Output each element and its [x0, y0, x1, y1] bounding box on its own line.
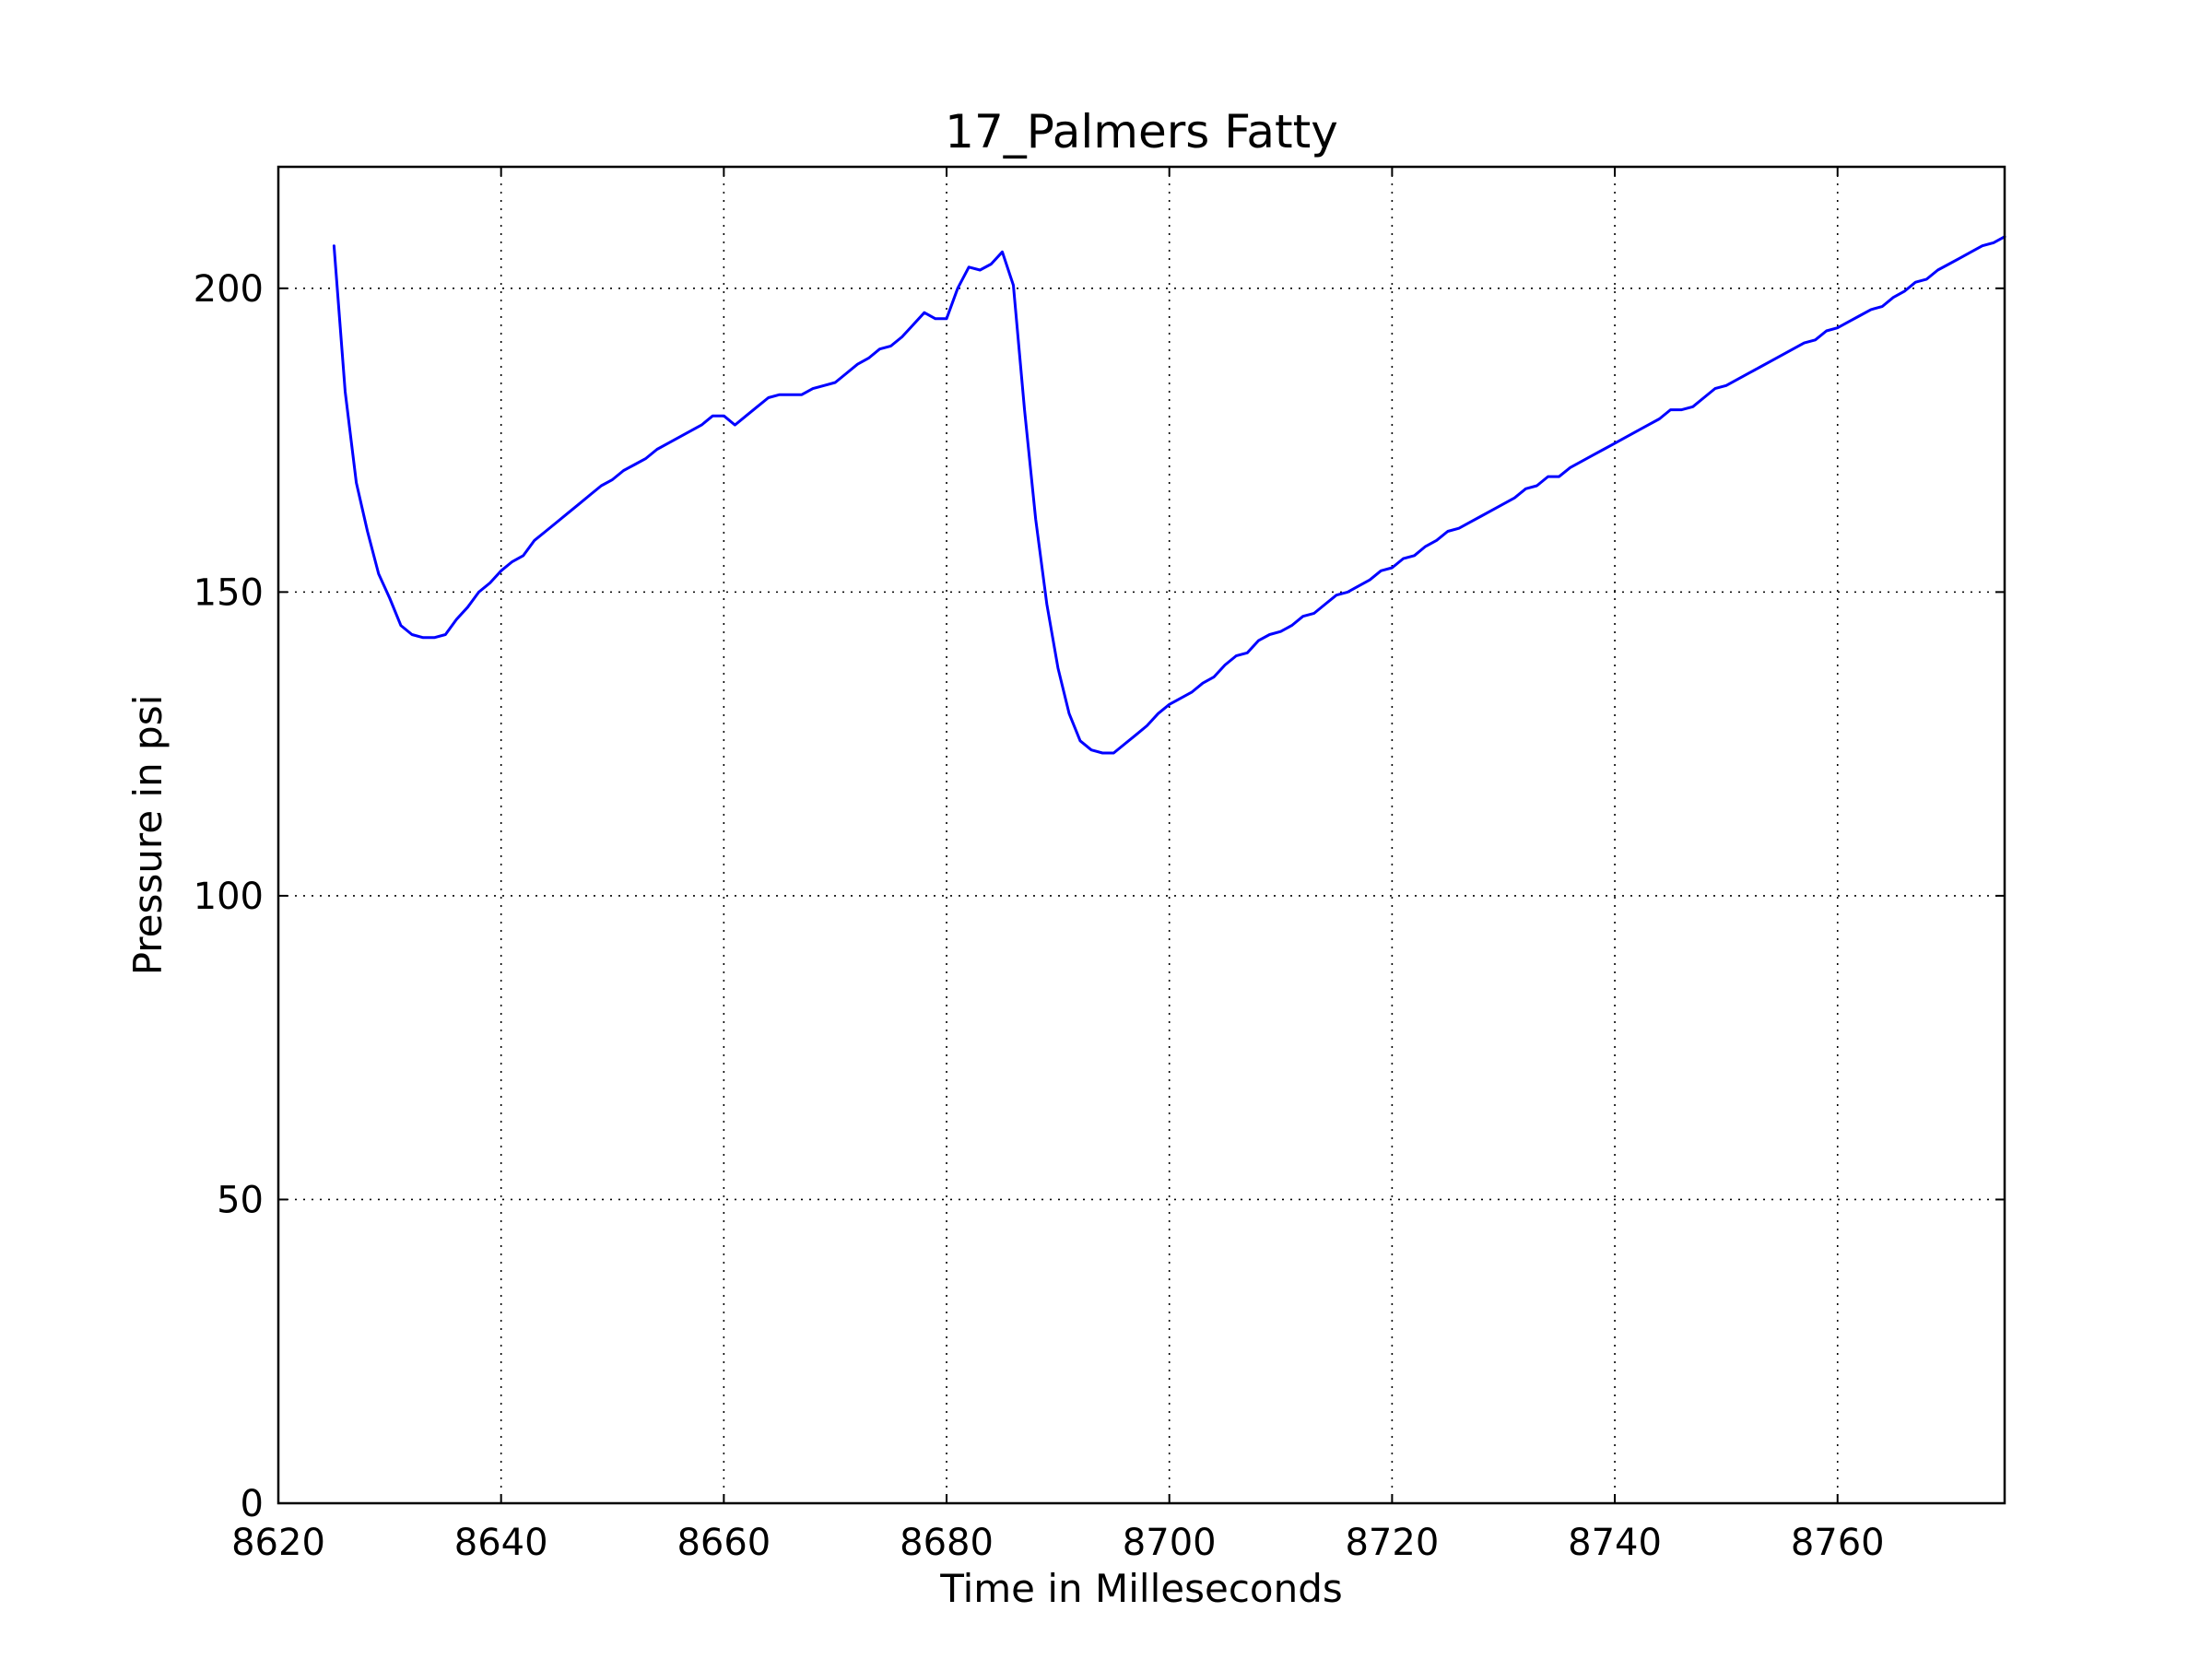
series-line: [332, 235, 2006, 755]
x-tick-label: 8620: [231, 1522, 325, 1564]
series-layer: [332, 235, 2006, 755]
x-tick-label: 8760: [1791, 1522, 1885, 1564]
grid: [278, 167, 2005, 1503]
x-tick-labels: 8620 8640 8660 8680 8700 8720 8740 8760: [231, 1522, 1885, 1564]
x-tick-label: 8720: [1345, 1522, 1439, 1564]
x-tick-label: 8680: [900, 1522, 994, 1564]
x-axis-title: Time in Milleseconds: [939, 1566, 1343, 1611]
x-tick-label: 8660: [677, 1522, 771, 1564]
y-tick-labels: 0 50 100 150 200: [194, 268, 264, 1525]
x-tick-label: 8740: [1568, 1522, 1662, 1564]
x-tick-label: 8700: [1123, 1522, 1217, 1564]
y-tick-label: 200: [194, 268, 264, 311]
y-tick-label: 100: [194, 876, 264, 918]
y-axis-title: Pressure in psi: [125, 695, 171, 976]
x-tick-label: 8640: [454, 1522, 548, 1564]
plot-area-frame: [276, 165, 2006, 1505]
y-tick-label: 150: [194, 571, 264, 614]
y-tick-label: 0: [241, 1483, 264, 1525]
y-tick-label: 50: [217, 1179, 264, 1221]
chart-title: 17_Palmers Fatty: [945, 105, 1338, 159]
ticks: [277, 167, 2005, 1504]
